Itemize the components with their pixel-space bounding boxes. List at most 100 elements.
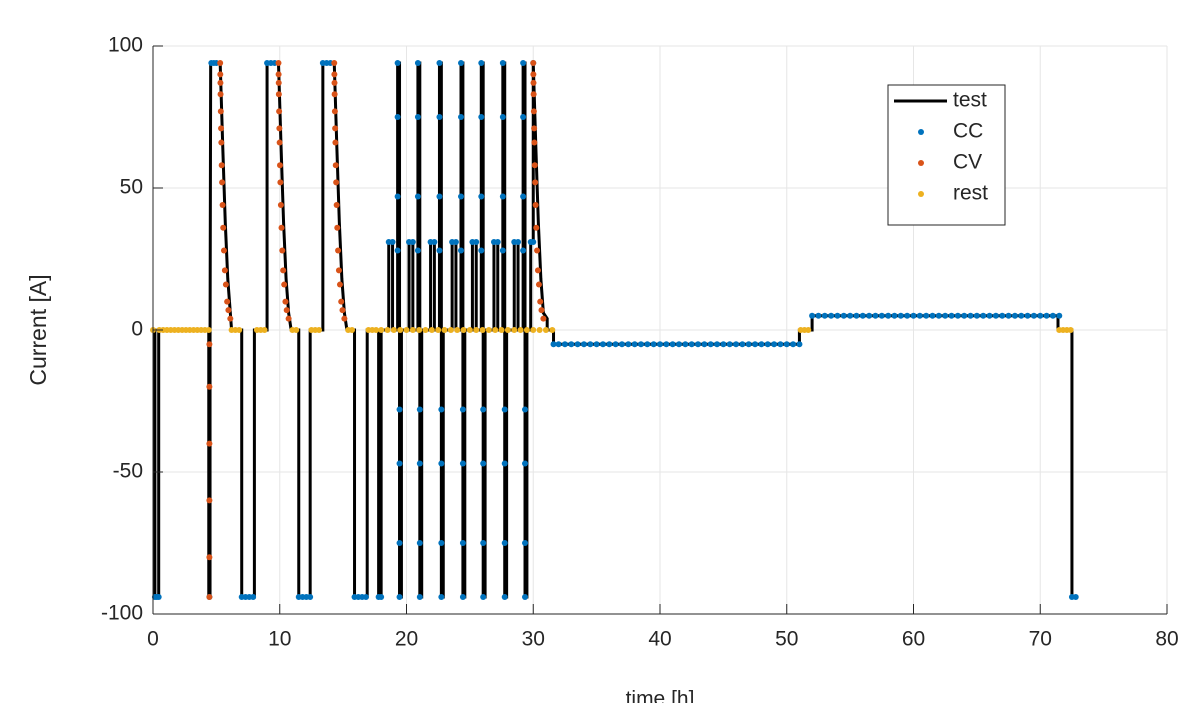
data-point bbox=[533, 224, 540, 231]
data-point bbox=[206, 383, 213, 390]
data-point bbox=[459, 406, 466, 413]
data-point bbox=[522, 540, 529, 546]
data-point bbox=[217, 79, 224, 86]
data-point bbox=[537, 298, 544, 305]
data-point bbox=[403, 327, 410, 333]
data-point bbox=[580, 341, 587, 348]
data-point bbox=[206, 554, 213, 561]
data-point bbox=[206, 593, 213, 600]
data-point bbox=[663, 341, 670, 348]
data-point bbox=[501, 460, 508, 467]
data-point bbox=[205, 327, 212, 333]
data-point bbox=[967, 312, 974, 319]
data-point bbox=[872, 312, 879, 319]
data-point bbox=[227, 315, 234, 322]
data-point bbox=[441, 327, 448, 333]
data-point bbox=[517, 327, 524, 333]
data-point bbox=[739, 341, 746, 348]
data-point bbox=[416, 540, 423, 546]
data-point bbox=[1037, 312, 1044, 319]
data-point bbox=[1072, 593, 1079, 600]
data-point bbox=[480, 540, 487, 546]
data-point bbox=[435, 327, 442, 333]
data-point bbox=[452, 238, 459, 245]
data-point bbox=[535, 281, 542, 288]
data-point bbox=[859, 312, 866, 319]
data-point bbox=[536, 327, 543, 333]
data-point bbox=[568, 341, 575, 348]
data-point bbox=[511, 327, 518, 333]
data-point bbox=[688, 341, 695, 348]
y-tick-label: 100 bbox=[108, 34, 143, 57]
data-point bbox=[277, 162, 284, 169]
data-point bbox=[336, 281, 343, 288]
data-point bbox=[530, 327, 537, 333]
data-point bbox=[986, 312, 993, 319]
data-point bbox=[378, 593, 385, 600]
data-point bbox=[720, 341, 727, 348]
data-point bbox=[885, 312, 892, 319]
data-point bbox=[332, 139, 339, 146]
legend-label: rest bbox=[953, 182, 988, 205]
data-point bbox=[389, 238, 396, 245]
data-point bbox=[973, 312, 980, 319]
data-point bbox=[416, 327, 423, 333]
data-point bbox=[532, 179, 539, 186]
data-point bbox=[236, 327, 243, 333]
plot-area bbox=[150, 60, 1079, 600]
data-point bbox=[373, 327, 380, 333]
data-point bbox=[277, 179, 284, 186]
x-tick-label: 30 bbox=[522, 628, 545, 651]
y-axis-label: Current [A] bbox=[25, 274, 51, 385]
data-point bbox=[458, 60, 465, 67]
data-point bbox=[531, 125, 538, 132]
data-point bbox=[530, 79, 537, 86]
data-point bbox=[494, 238, 501, 245]
data-point bbox=[992, 312, 999, 319]
data-point bbox=[416, 593, 423, 600]
data-point bbox=[276, 108, 283, 115]
y-tick-label: 50 bbox=[120, 176, 143, 199]
data-point bbox=[530, 71, 537, 78]
data-point bbox=[733, 341, 740, 348]
data-point bbox=[409, 327, 416, 333]
data-point bbox=[480, 406, 487, 413]
data-point bbox=[396, 460, 403, 467]
data-point bbox=[599, 341, 606, 348]
data-point bbox=[515, 238, 522, 245]
legend-swatch bbox=[918, 129, 924, 135]
data-point bbox=[221, 267, 228, 274]
data-point bbox=[534, 247, 541, 254]
data-point bbox=[980, 312, 987, 319]
x-tick-label: 60 bbox=[902, 628, 925, 651]
data-point bbox=[815, 312, 822, 319]
data-point bbox=[217, 108, 224, 115]
data-point bbox=[520, 247, 527, 254]
legend-swatch bbox=[918, 160, 924, 166]
data-point bbox=[206, 440, 213, 447]
data-point bbox=[501, 540, 508, 546]
data-point bbox=[587, 341, 594, 348]
data-point bbox=[217, 91, 224, 98]
data-point bbox=[339, 307, 346, 314]
data-point bbox=[250, 593, 257, 600]
data-point bbox=[561, 341, 568, 348]
data-point bbox=[332, 162, 339, 169]
data-point bbox=[222, 281, 229, 288]
data-point bbox=[438, 593, 445, 600]
data-point bbox=[961, 312, 968, 319]
data-point bbox=[499, 193, 506, 200]
data-point bbox=[394, 193, 401, 200]
data-point bbox=[498, 327, 505, 333]
data-point bbox=[409, 238, 416, 245]
axes: 0 10 20 30 40 50 60 70 80 -100 -50 0 50 100 bbox=[101, 34, 1179, 651]
data-point bbox=[522, 460, 529, 467]
data-point bbox=[394, 247, 401, 254]
y-tick-label: -100 bbox=[101, 602, 143, 625]
data-point bbox=[277, 202, 284, 209]
data-point bbox=[954, 312, 961, 319]
x-tick-label: 0 bbox=[147, 628, 159, 651]
data-point bbox=[499, 114, 506, 120]
data-point bbox=[631, 341, 638, 348]
